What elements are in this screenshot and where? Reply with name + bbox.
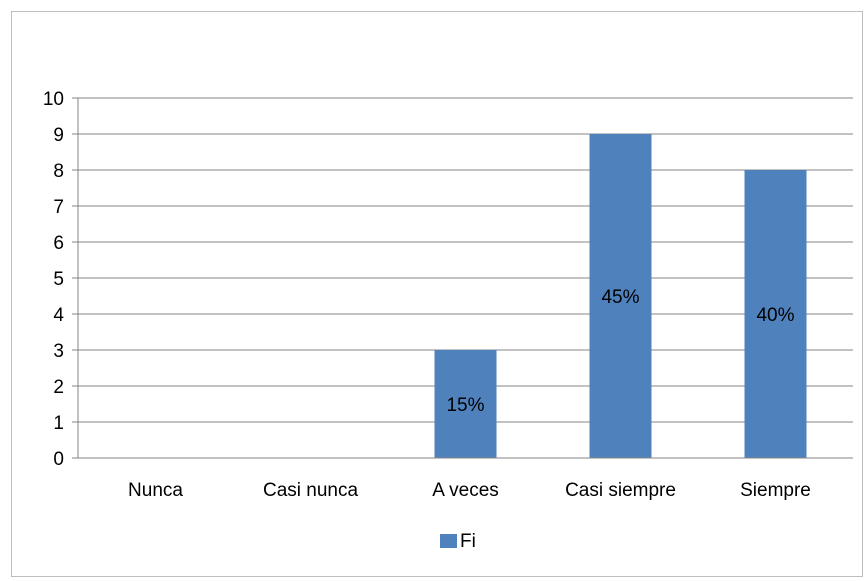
bar-siempre (744, 170, 807, 458)
data-label: 15% (446, 395, 484, 416)
y-tick-label: 1 (53, 413, 64, 434)
y-axis-ticks: 0 1 2 3 4 5 6 7 8 9 10 (43, 89, 65, 470)
bar-a-veces (434, 350, 497, 458)
x-category-label: Casi siempre (565, 480, 676, 501)
x-category-label: Nunca (128, 480, 183, 501)
data-labels: 15% 45% 40% (446, 287, 794, 416)
bar-casi-siempre (589, 134, 652, 458)
data-label: 40% (756, 305, 794, 326)
chart-frame (11, 11, 863, 577)
y-tick-label: 10 (43, 89, 64, 110)
axes (72, 97, 853, 459)
legend-label: Fi (460, 531, 476, 552)
bars (434, 134, 807, 458)
y-tick-label: 6 (53, 233, 64, 254)
y-tick-label: 2 (53, 377, 64, 398)
legend-swatch (440, 534, 457, 548)
y-tick-label: 8 (53, 161, 64, 182)
y-tick-label: 4 (53, 305, 64, 326)
x-axis-categories: Nunca Casi nunca A veces Casi siempre Siempr… (128, 480, 811, 501)
legend: Fi (440, 531, 476, 552)
x-category-label: Siempre (740, 480, 811, 501)
y-tick-label: 0 (53, 449, 64, 470)
y-tick-label: 3 (53, 341, 64, 362)
y-tick-label: 9 (53, 125, 64, 146)
y-tick-label: 5 (53, 269, 64, 290)
data-label: 45% (601, 287, 639, 308)
gridlines (78, 97, 853, 423)
x-category-label: A veces (432, 480, 499, 501)
y-tick-label: 7 (53, 197, 64, 218)
x-category-label: Casi nunca (263, 480, 358, 501)
